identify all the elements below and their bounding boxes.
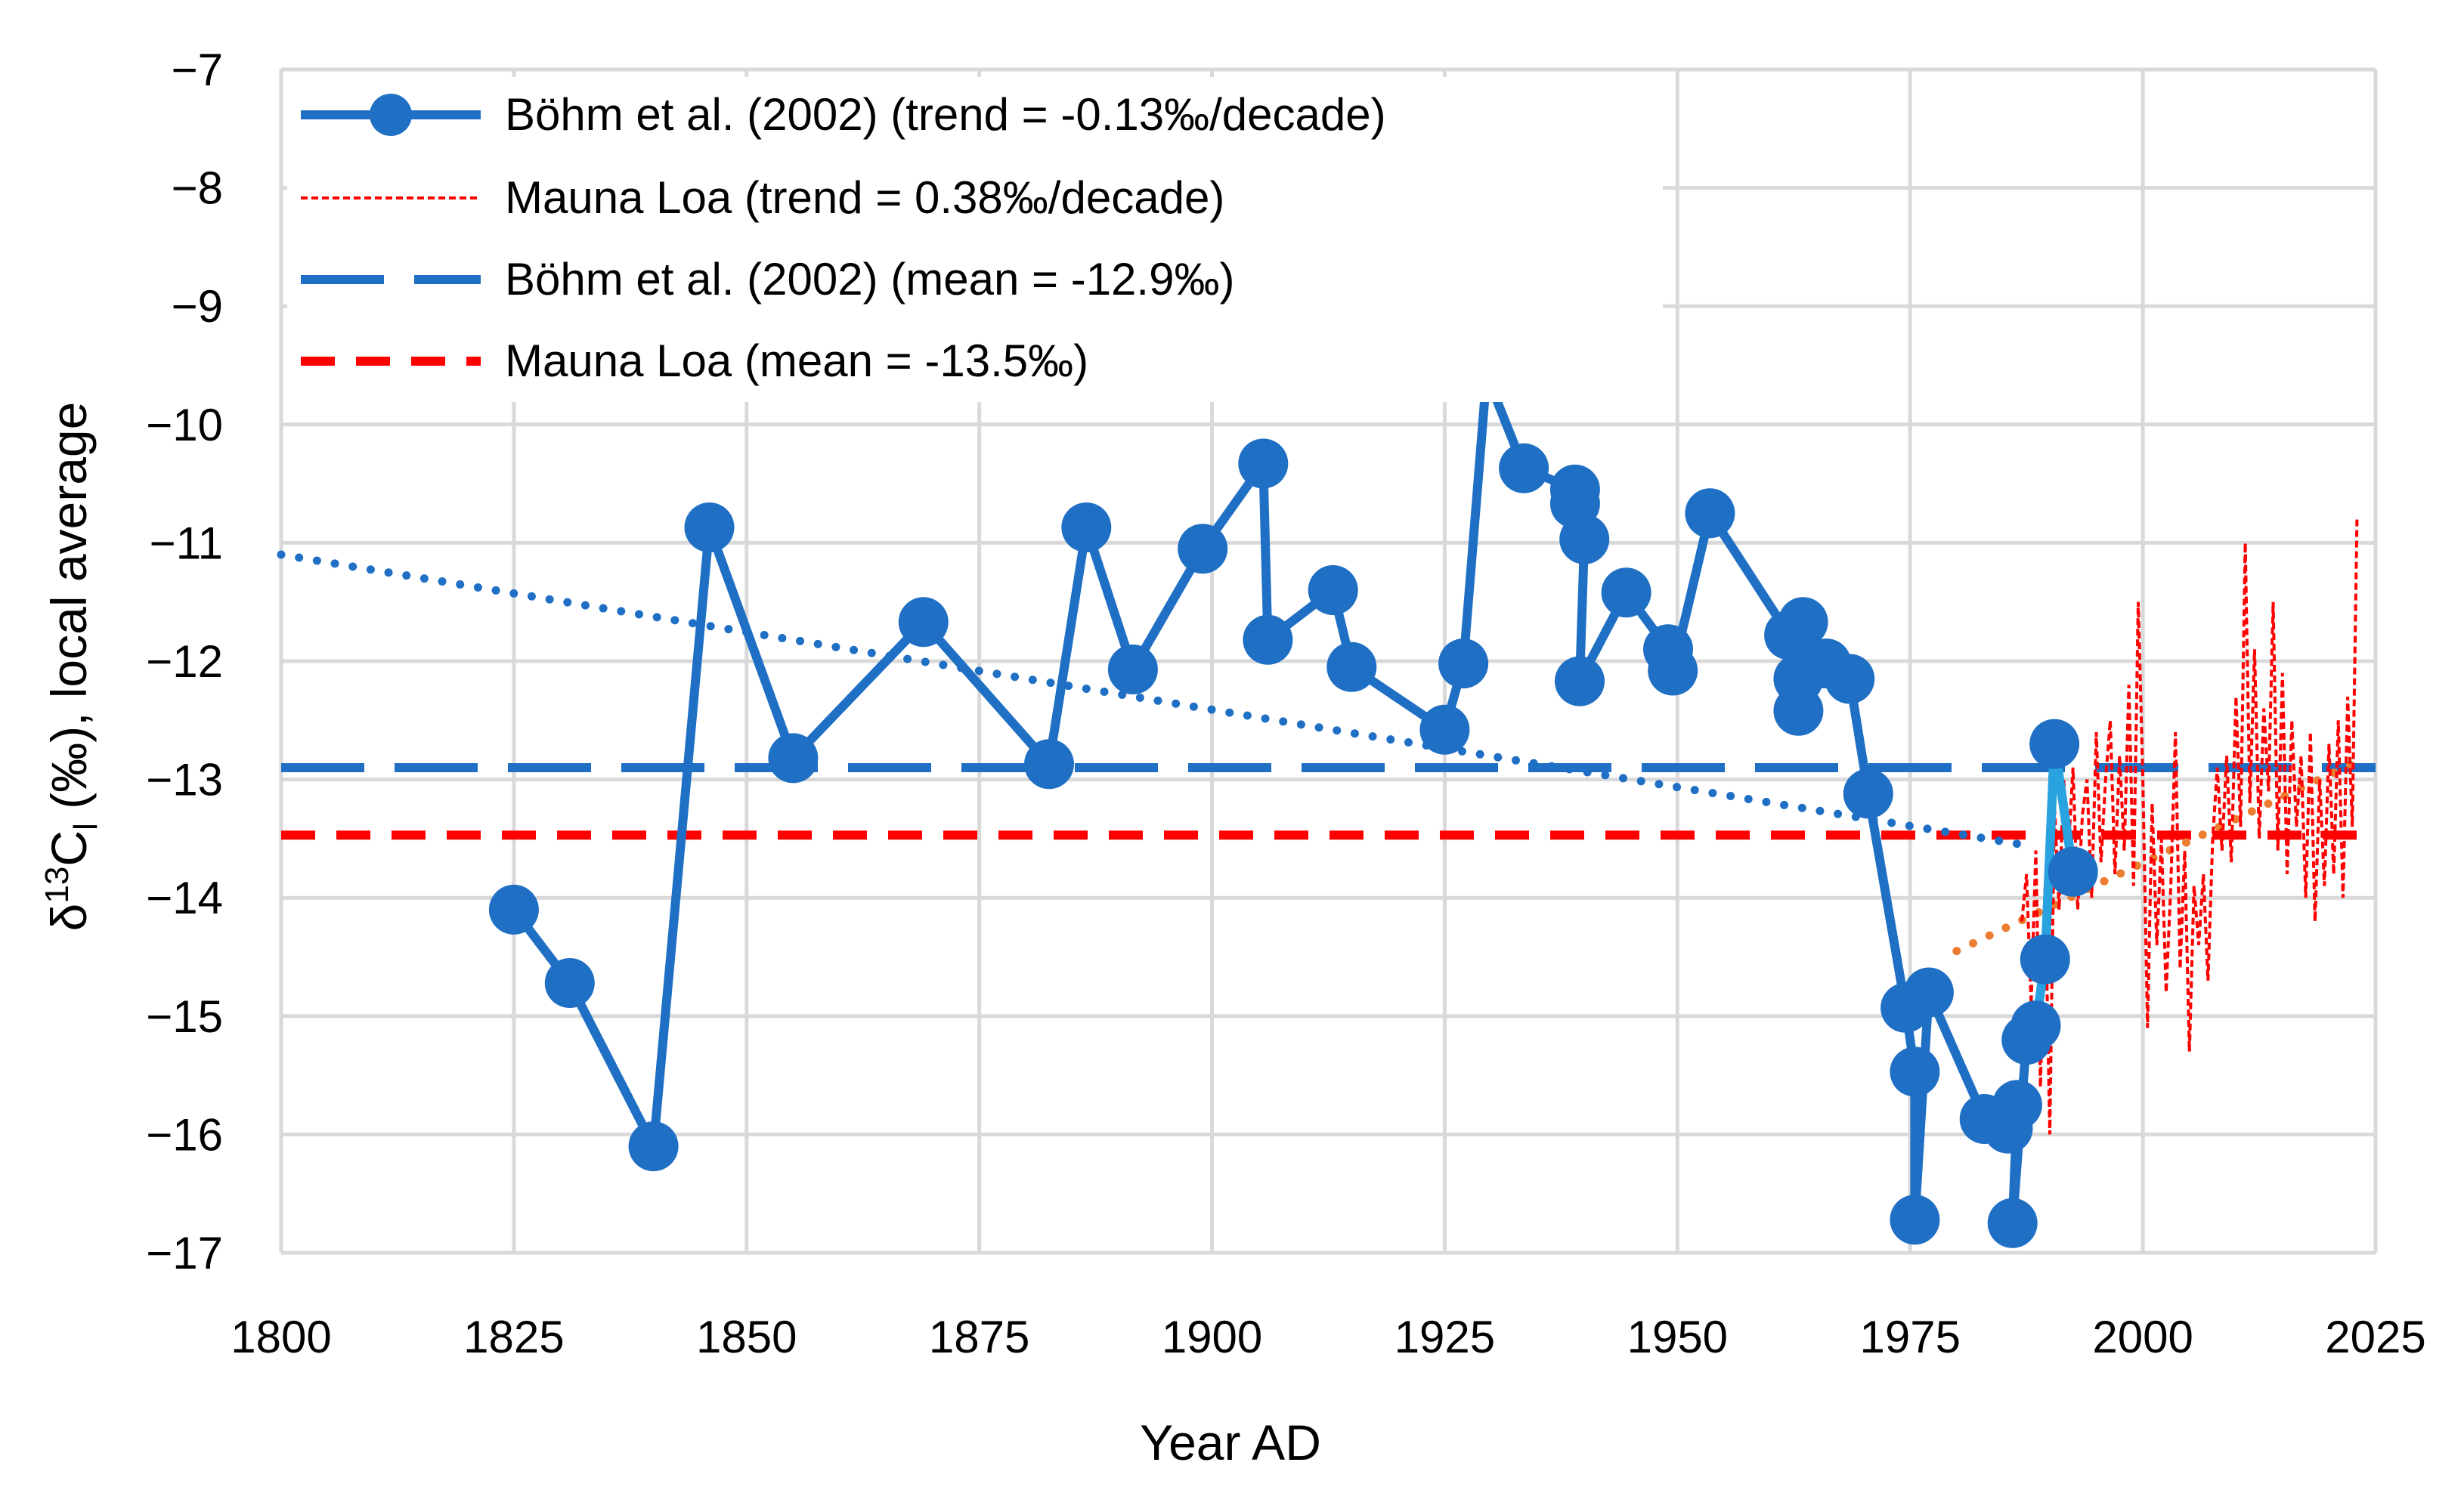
bohm-point bbox=[1890, 1195, 1940, 1245]
legend-label-mauna-mean: Mauna Loa (mean = -13.5‰) bbox=[505, 335, 1088, 386]
bohm-point bbox=[1107, 645, 1158, 694]
legend: Böhm et al. (2002) (trend = -0.13‰/decad… bbox=[287, 77, 1663, 402]
x-tick-label: 2000 bbox=[2092, 1312, 2193, 1362]
bohm-point bbox=[544, 958, 595, 1008]
bohm-point bbox=[1992, 1080, 2042, 1130]
legend-entry-mauna-mean: Mauna Loa (mean = -13.5‰) bbox=[301, 335, 1088, 386]
y-axis-ticks: −7 −8 −9 −10 −11 −12 −13 −14 −15 −16 −17 bbox=[146, 45, 223, 1278]
y-axis-title-subscript: l bbox=[67, 823, 104, 830]
x-tick-label: 1825 bbox=[463, 1312, 564, 1362]
bohm-point bbox=[1499, 443, 1549, 493]
bohm-point bbox=[1843, 768, 1893, 819]
legend-entry-bohm-trend: Böhm et al. (2002) (trend = -0.13‰/decad… bbox=[301, 89, 1386, 140]
y-axis-title-suffix: (‰), local average bbox=[41, 402, 97, 824]
x-tick-label: 1975 bbox=[1859, 1312, 1960, 1362]
bohm-point bbox=[1559, 514, 1610, 564]
x-axis-title: Year AD bbox=[1140, 1414, 1321, 1470]
x-tick-label: 1800 bbox=[231, 1312, 331, 1362]
bohm-point bbox=[1825, 654, 1875, 704]
bohm-point bbox=[1987, 1198, 2038, 1248]
bohm-point bbox=[1648, 645, 1698, 696]
bohm-point bbox=[1438, 638, 1489, 689]
mean-lines bbox=[281, 762, 2376, 840]
y-tick-label: −7 bbox=[172, 45, 223, 95]
bohm-line-recent-segment bbox=[2040, 744, 2060, 960]
bohm-point bbox=[2048, 846, 2098, 897]
legend-background bbox=[287, 77, 1663, 402]
bohm-point bbox=[1903, 967, 1954, 1018]
y-tick-label: −9 bbox=[172, 281, 223, 332]
y-tick-label: −16 bbox=[146, 1109, 223, 1160]
x-tick-label: 2025 bbox=[2325, 1312, 2425, 1362]
y-axis-title-main: C bbox=[41, 830, 97, 867]
y-axis-title: δ13Cl (‰), local average bbox=[39, 402, 104, 932]
bohm-point bbox=[2011, 1000, 2061, 1051]
bohm-point bbox=[1685, 488, 1735, 539]
y-tick-label: −13 bbox=[146, 755, 223, 805]
x-tick-label: 1925 bbox=[1395, 1312, 1495, 1362]
y-tick-label: −10 bbox=[146, 400, 223, 450]
bohm-point bbox=[1238, 438, 1289, 489]
bohm-point bbox=[768, 733, 819, 784]
bohm-point bbox=[2020, 934, 2070, 985]
bohm-point bbox=[684, 502, 735, 552]
y-axis-title-superscript: 13 bbox=[39, 867, 76, 904]
y-tick-label: −12 bbox=[146, 636, 223, 687]
bohm-point bbox=[1601, 567, 1651, 618]
bohm-point bbox=[488, 884, 539, 935]
y-tick-label: −15 bbox=[146, 991, 223, 1042]
bohm-point bbox=[628, 1121, 679, 1172]
bohm-point bbox=[1243, 614, 1293, 665]
legend-label-bohm-mean: Böhm et al. (2002) (mean = -12.9‰) bbox=[505, 254, 1234, 305]
bohm-point bbox=[1890, 1046, 1940, 1097]
bohm-point bbox=[1308, 565, 1358, 615]
bohm-point bbox=[1419, 704, 1470, 755]
y-axis-title-prefix: δ bbox=[41, 904, 97, 932]
y-tick-label: −14 bbox=[146, 873, 223, 923]
legend-label-mauna-trend: Mauna Loa (trend = 0.38‰/decade) bbox=[505, 172, 1224, 223]
bohm-point bbox=[1061, 502, 1112, 552]
trend-line-b-hm-et-al-2002-trend bbox=[277, 550, 2026, 849]
x-axis-ticks: 1800 1825 1850 1875 1900 1925 1950 1975 2000 2025 bbox=[231, 1312, 2425, 1362]
bohm-point bbox=[2029, 719, 2080, 769]
x-tick-label: 1950 bbox=[1627, 1312, 1728, 1362]
bohm-series bbox=[488, 350, 2098, 1248]
legend-entry-mauna-trend: Mauna Loa (trend = 0.38‰/decade) bbox=[301, 172, 1224, 223]
x-tick-label: 1900 bbox=[1162, 1312, 1262, 1362]
bohm-point bbox=[898, 597, 949, 648]
bohm-point bbox=[1326, 641, 1377, 692]
bohm-point bbox=[1778, 597, 1828, 648]
y-tick-label: −17 bbox=[146, 1228, 223, 1278]
bohm-point bbox=[1773, 685, 1824, 736]
x-tick-label: 1850 bbox=[696, 1312, 797, 1362]
x-tick-label: 1875 bbox=[929, 1312, 1029, 1362]
legend-entry-bohm-mean: Böhm et al. (2002) (mean = -12.9‰) bbox=[301, 254, 1234, 305]
legend-label-bohm-trend: Böhm et al. (2002) (trend = -0.13‰/decad… bbox=[505, 89, 1386, 140]
bohm-point bbox=[1555, 656, 1605, 706]
y-tick-label: −8 bbox=[172, 163, 223, 214]
y-tick-label: −11 bbox=[150, 518, 223, 568]
bohm-point bbox=[1024, 739, 1074, 790]
bohm-point bbox=[1178, 524, 1228, 574]
legend-swatch-bohm-marker bbox=[370, 94, 412, 136]
